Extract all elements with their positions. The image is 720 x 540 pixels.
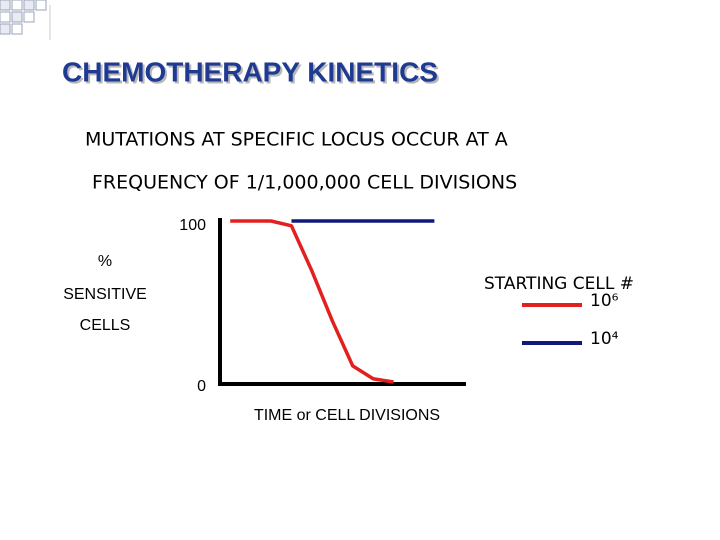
legend-label: 10⁴: [590, 329, 619, 349]
corner-decoration: [0, 0, 51, 40]
y-tick-label: 0: [197, 378, 206, 395]
y-label: SENSITIVE: [63, 286, 147, 303]
subtitle-line: MUTATIONS AT SPECIFIC LOCUS OCCUR AT A: [85, 129, 508, 151]
series-line: [230, 219, 394, 384]
legend-label: 10⁶: [590, 291, 619, 311]
y-label: CELLS: [80, 317, 131, 334]
x-label: TIME or CELL DIVISIONS: [254, 407, 440, 424]
legend-title: STARTING CELL #: [484, 274, 634, 294]
y-tick-label: 100: [179, 217, 206, 234]
y-label: %: [98, 253, 112, 270]
title: CHEMOTHERAPY KINETICS: [62, 56, 438, 87]
subtitle-line: FREQUENCY OF 1/1,000,000 CELL DIVISIONS: [92, 172, 517, 194]
